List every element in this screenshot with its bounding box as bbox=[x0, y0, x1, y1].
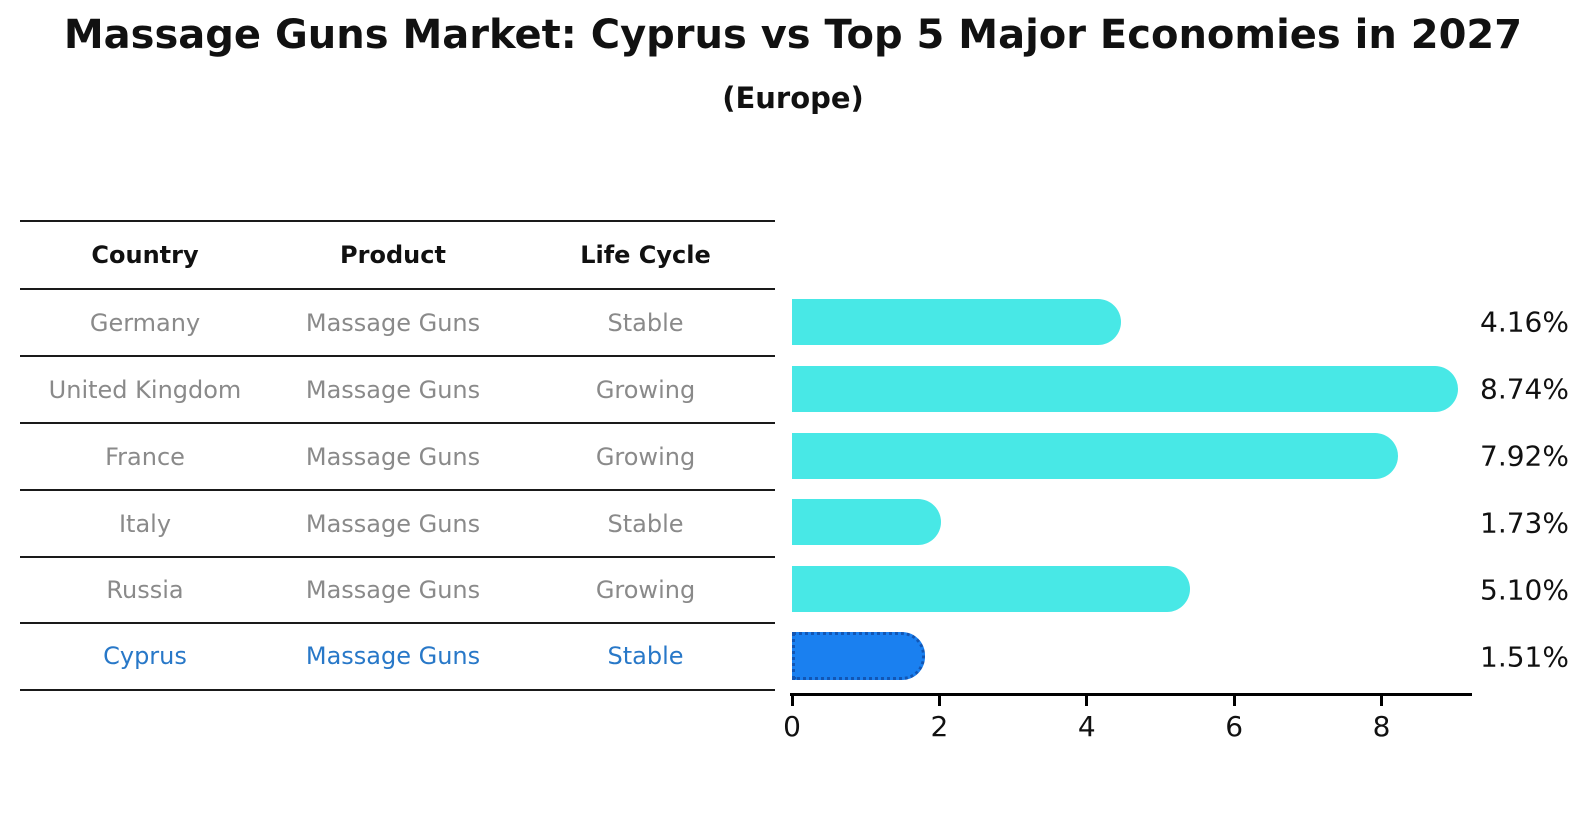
table-row-united-kingdom: United Kingdom Massage Guns Growing bbox=[20, 356, 775, 423]
bar-germany bbox=[792, 299, 1121, 345]
table-row-france: France Massage Guns Growing bbox=[20, 423, 775, 490]
cell-product: Massage Guns bbox=[305, 641, 481, 670]
bar-italy bbox=[792, 499, 942, 546]
tick-label: 2 bbox=[930, 710, 949, 743]
tick-mark bbox=[1085, 696, 1089, 706]
cell-product: Massage Guns bbox=[305, 308, 481, 337]
tick-mark bbox=[937, 696, 941, 706]
chart-row-cyprus: 1.51% bbox=[792, 623, 1569, 690]
cell-life-cycle: Stable bbox=[607, 509, 684, 538]
chart-row-france: 7.92% bbox=[792, 423, 1569, 490]
cell-country: Cyprus bbox=[103, 641, 187, 670]
value-label: 8.74% bbox=[1480, 372, 1569, 406]
cell-product: Massage Guns bbox=[305, 442, 481, 471]
chart-row-germany: 4.16% bbox=[792, 289, 1569, 356]
table-border-line bbox=[20, 422, 775, 424]
cell-product: Massage Guns bbox=[305, 575, 481, 604]
table-border-line bbox=[20, 288, 775, 290]
bar-russia bbox=[792, 566, 1190, 613]
cell-country: Italy bbox=[118, 509, 172, 538]
cell-product: Massage Guns bbox=[305, 375, 481, 404]
chart-row-russia: 5.10% bbox=[792, 556, 1569, 623]
chart-row-united-kingdom: 8.74% bbox=[792, 356, 1569, 423]
cell-life-cycle: Stable bbox=[607, 308, 684, 337]
chart-subtitle: (Europe) bbox=[722, 81, 864, 115]
cell-country: Russia bbox=[106, 575, 184, 604]
value-label: 5.10% bbox=[1480, 573, 1569, 607]
table-row-germany: Germany Massage Guns Stable bbox=[20, 289, 775, 356]
value-label: 1.51% bbox=[1480, 640, 1569, 674]
table-header-row: Country Product Life Cycle bbox=[20, 221, 775, 288]
tick-label: 6 bbox=[1225, 710, 1244, 743]
table-border-line bbox=[20, 355, 775, 357]
chart-title: Massage Guns Market: Cyprus vs Top 5 Maj… bbox=[63, 12, 1523, 58]
tick-mark bbox=[1380, 696, 1384, 706]
value-label: 4.16% bbox=[1480, 305, 1569, 339]
tick-mark bbox=[1232, 696, 1236, 706]
cell-country: Germany bbox=[89, 308, 201, 337]
table-border-line bbox=[20, 220, 775, 222]
bar-cyprus-highlighted bbox=[792, 632, 926, 681]
cell-life-cycle: Growing bbox=[595, 375, 696, 404]
column-header-country: Country bbox=[91, 240, 199, 269]
tick-label: 8 bbox=[1372, 710, 1391, 743]
table-row-russia: Russia Massage Guns Growing bbox=[20, 556, 775, 623]
cell-product: Massage Guns bbox=[305, 509, 481, 538]
x-axis-line bbox=[790, 693, 1472, 696]
column-header-life-cycle: Life Cycle bbox=[580, 240, 711, 269]
value-label: 7.92% bbox=[1480, 439, 1569, 473]
table-border-line bbox=[20, 689, 775, 691]
tick-mark bbox=[790, 696, 794, 706]
bar-united-kingdom bbox=[792, 365, 1459, 412]
value-label: 1.73% bbox=[1480, 506, 1569, 540]
cell-life-cycle: Growing bbox=[595, 575, 696, 604]
tick-label: 4 bbox=[1077, 710, 1096, 743]
cell-life-cycle: Stable bbox=[607, 641, 684, 670]
tick-label: 0 bbox=[783, 710, 801, 743]
cell-life-cycle: Growing bbox=[595, 442, 696, 471]
cell-country: United Kingdom bbox=[48, 375, 242, 404]
horizontal-bar-chart: 4.16% 8.74% 7.92% 1.73% 5.10% 1.51% 0 bbox=[783, 289, 1569, 743]
chart-row-italy: 1.73% bbox=[792, 489, 1569, 556]
table-border-line bbox=[20, 556, 775, 558]
table-row-cyprus-highlighted: Cyprus Massage Guns Stable bbox=[20, 622, 775, 689]
table-row-italy: Italy Massage Guns Stable bbox=[20, 490, 775, 557]
column-header-product: Product bbox=[340, 240, 446, 269]
table-border-line bbox=[20, 489, 775, 491]
bar-france bbox=[792, 432, 1398, 479]
table-border-line bbox=[20, 622, 775, 624]
cell-country: France bbox=[105, 442, 185, 471]
